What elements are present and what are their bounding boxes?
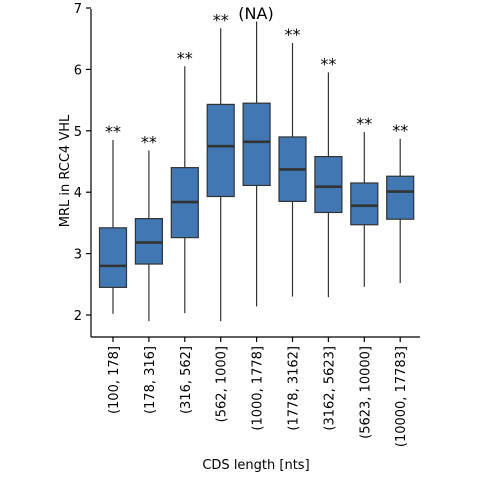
- significance-label: **: [392, 121, 408, 140]
- significance-label: **: [177, 48, 193, 67]
- y-tick-label: 6: [74, 63, 82, 78]
- box-group: **: [134, 132, 163, 322]
- significance-label: **: [141, 132, 157, 151]
- box-group: **: [278, 25, 307, 297]
- x-tick-label: (5623, 10000]: [358, 346, 373, 439]
- significance-label: **: [213, 10, 229, 29]
- y-axis-ticks: 2 3 4 5 6 7: [74, 2, 91, 324]
- box-group: **: [350, 114, 379, 287]
- box-group: **: [98, 122, 128, 314]
- box-group: [242, 21, 271, 307]
- box-group: **: [206, 10, 235, 322]
- y-tick-label: 3: [74, 248, 82, 263]
- x-tick-label: (562, 1000]: [215, 346, 230, 422]
- x-tick-label: (10000, 17783]: [394, 346, 409, 447]
- y-tick-label: 4: [74, 186, 82, 201]
- x-axis-title: CDS length [nts]: [202, 458, 309, 473]
- box-iqr: [386, 175, 415, 220]
- box-iqr: [98, 227, 128, 288]
- x-tick-label: (1778, 3162]: [287, 346, 302, 431]
- plot-area: ** ** ** ** ** ** ** **: [98, 10, 415, 322]
- box-group: **: [386, 121, 415, 284]
- box-group: **: [314, 54, 343, 298]
- significance-label: **: [320, 54, 336, 73]
- box-group: **: [170, 48, 199, 314]
- y-axis-title: MRL in RCC4 VHL: [58, 114, 73, 227]
- x-tick-label: (316, 562]: [179, 346, 194, 414]
- x-tick-label: (100, 178]: [107, 346, 122, 414]
- box-iqr: [314, 155, 343, 214]
- y-tick-label: 7: [74, 2, 82, 17]
- chart-title: (NA): [238, 4, 273, 23]
- y-tick-label: 2: [74, 309, 82, 324]
- x-tick-label: (1000, 1778]: [251, 346, 266, 431]
- x-tick-label: (178, 316]: [143, 346, 158, 414]
- box-iqr: [350, 182, 379, 226]
- significance-label: **: [356, 114, 372, 133]
- box-iqr: [206, 103, 235, 198]
- x-axis-ticks: (100, 178] (178, 316] (316, 562] (562, 1000…: [107, 337, 409, 447]
- x-tick-label: (3162, 5623]: [322, 346, 337, 431]
- significance-label: **: [285, 25, 301, 44]
- box-iqr: [242, 102, 271, 187]
- y-tick-label: 5: [74, 125, 82, 140]
- significance-label: **: [105, 122, 121, 141]
